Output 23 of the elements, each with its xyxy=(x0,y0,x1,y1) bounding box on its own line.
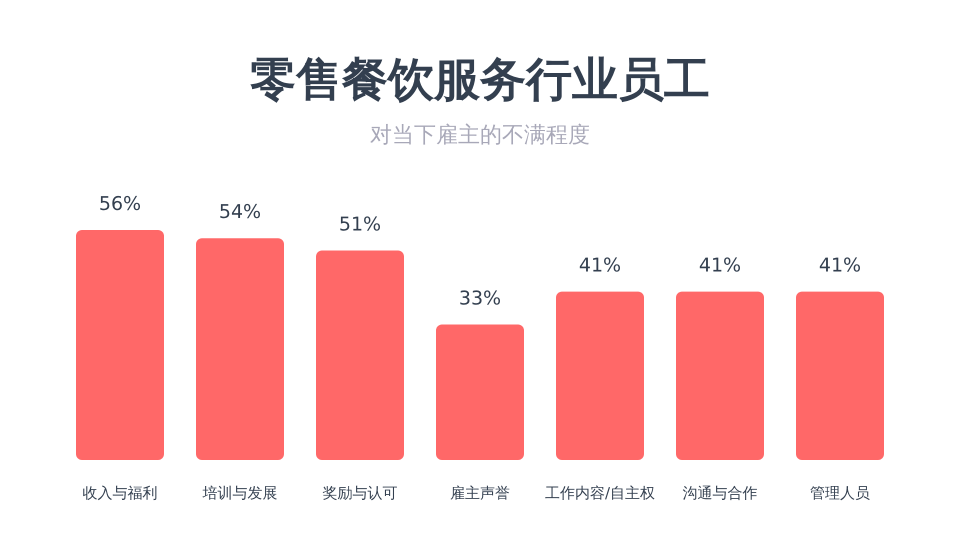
data-label: 56% xyxy=(98,193,142,215)
data-label: 33% xyxy=(458,287,502,310)
x-tick-label: 沟通与合作 xyxy=(682,484,758,502)
bar xyxy=(436,324,524,460)
bar xyxy=(796,292,884,460)
bar xyxy=(556,292,644,460)
x-tick-label: 奖励与认可 xyxy=(322,484,398,502)
x-tick-label: 雇主声誉 xyxy=(450,484,510,502)
data-label: 54% xyxy=(218,201,262,224)
x-tick-label: 培训与发展 xyxy=(202,484,278,502)
bar xyxy=(316,250,404,460)
x-tick-label: 收入与福利 xyxy=(82,484,158,502)
chart-title: 零售餐饮服务行业员工 xyxy=(250,52,710,106)
x-tick-label: 工作内容/自主权 xyxy=(544,484,656,502)
bar xyxy=(676,292,764,460)
data-label: 41% xyxy=(578,254,622,277)
bar xyxy=(196,238,284,460)
data-label: 51% xyxy=(338,214,382,236)
x-tick-label: 管理人员 xyxy=(810,484,870,502)
bar xyxy=(76,230,164,460)
data-label: 41% xyxy=(698,254,742,277)
data-label: 41% xyxy=(818,254,862,277)
chart-subtitle: 对当下雇主的不满程度 xyxy=(370,123,590,148)
